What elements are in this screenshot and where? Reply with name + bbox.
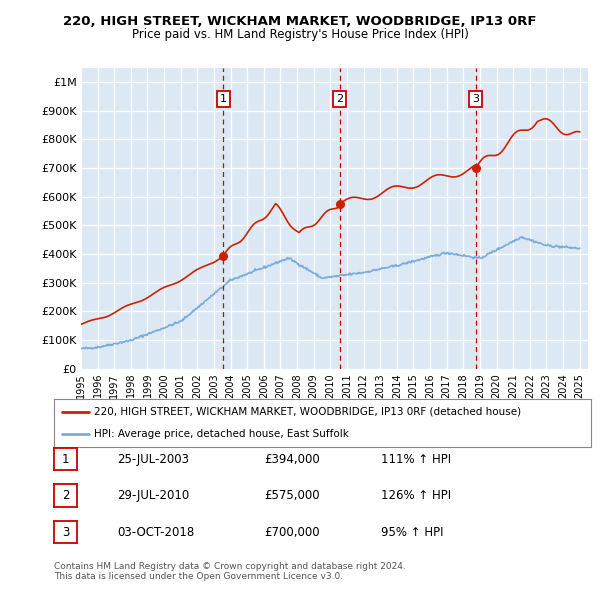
Text: Contains HM Land Registry data © Crown copyright and database right 2024.: Contains HM Land Registry data © Crown c…	[54, 562, 406, 571]
Text: £700,000: £700,000	[264, 526, 320, 539]
Text: 111% ↑ HPI: 111% ↑ HPI	[381, 453, 451, 466]
Text: HPI: Average price, detached house, East Suffolk: HPI: Average price, detached house, East…	[94, 429, 349, 439]
Text: 2: 2	[336, 94, 343, 104]
Text: 3: 3	[472, 94, 479, 104]
Text: 126% ↑ HPI: 126% ↑ HPI	[381, 489, 451, 502]
Text: 29-JUL-2010: 29-JUL-2010	[117, 489, 189, 502]
Text: 220, HIGH STREET, WICKHAM MARKET, WOODBRIDGE, IP13 0RF: 220, HIGH STREET, WICKHAM MARKET, WOODBR…	[63, 15, 537, 28]
Text: This data is licensed under the Open Government Licence v3.0.: This data is licensed under the Open Gov…	[54, 572, 343, 581]
Text: £394,000: £394,000	[264, 453, 320, 466]
Text: 3: 3	[62, 526, 69, 539]
Text: 1: 1	[62, 453, 69, 466]
Text: 03-OCT-2018: 03-OCT-2018	[117, 526, 194, 539]
Text: 95% ↑ HPI: 95% ↑ HPI	[381, 526, 443, 539]
Text: Price paid vs. HM Land Registry's House Price Index (HPI): Price paid vs. HM Land Registry's House …	[131, 28, 469, 41]
Text: £575,000: £575,000	[264, 489, 320, 502]
Text: 25-JUL-2003: 25-JUL-2003	[117, 453, 189, 466]
Text: 2: 2	[62, 489, 69, 502]
Text: 220, HIGH STREET, WICKHAM MARKET, WOODBRIDGE, IP13 0RF (detached house): 220, HIGH STREET, WICKHAM MARKET, WOODBR…	[94, 407, 521, 417]
Text: 1: 1	[220, 94, 227, 104]
